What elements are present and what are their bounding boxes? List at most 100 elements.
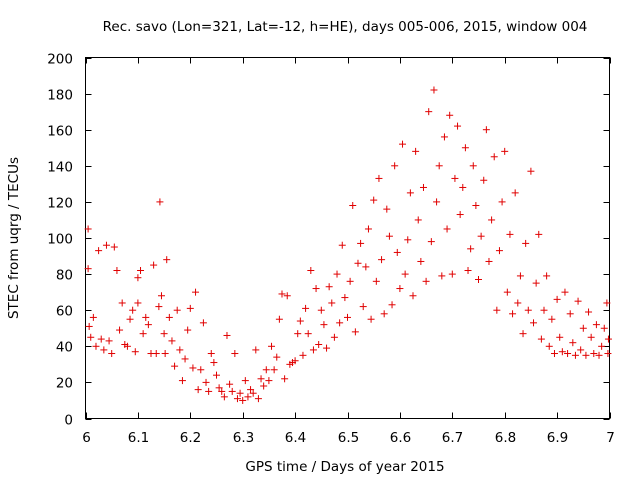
data-point [370, 196, 378, 204]
data-point [475, 276, 482, 284]
data-point [307, 266, 315, 274]
data-point [126, 315, 134, 323]
data-point [530, 319, 538, 327]
data-point [425, 108, 433, 116]
plot-frame [85, 57, 610, 419]
data-point [309, 346, 317, 354]
data-point [535, 230, 543, 238]
data-point [294, 330, 302, 338]
data-point [372, 277, 380, 285]
data-point [537, 335, 545, 343]
data-point [273, 353, 281, 361]
data-point [317, 306, 325, 314]
data-point [95, 247, 103, 255]
data-point [459, 183, 467, 191]
data-point [409, 292, 417, 300]
data-point [156, 198, 164, 206]
data-point [357, 239, 365, 247]
chart-title: Rec. savo (Lon=321, Lat=-12, h=HE), days… [103, 19, 588, 35]
data-point [399, 140, 407, 148]
data-point [244, 393, 252, 401]
data-point [516, 272, 524, 280]
data-point [152, 350, 160, 358]
data-point [283, 292, 291, 300]
data-point [184, 326, 192, 334]
data-point [226, 380, 234, 388]
data-point [265, 377, 273, 385]
data-point [176, 346, 184, 354]
data-point [571, 351, 579, 359]
data-point [495, 247, 503, 255]
data-point [302, 304, 310, 312]
y-tick-label: 100 [47, 232, 73, 248]
data-point [401, 270, 409, 278]
data-point [134, 299, 142, 307]
data-point [364, 225, 372, 233]
data-point [393, 248, 401, 256]
data-point [161, 350, 169, 358]
data-point [341, 294, 349, 302]
data-point [532, 279, 540, 287]
data-point [131, 348, 139, 356]
data-point [456, 211, 464, 219]
data-point [501, 147, 509, 155]
x-tick-label: 6.5 [338, 430, 359, 446]
data-point [268, 342, 276, 350]
data-point [359, 303, 367, 311]
data-point [388, 301, 396, 309]
data-point [171, 362, 179, 370]
data-point [97, 335, 105, 343]
data-point [587, 333, 595, 341]
data-point [375, 174, 383, 182]
data-point [385, 232, 393, 240]
x-tick-label: 6 [82, 430, 91, 446]
data-point [338, 241, 346, 249]
data-point [134, 274, 142, 282]
y-tick-label: 40 [56, 340, 73, 356]
data-point [87, 333, 95, 341]
data-point [231, 350, 239, 358]
data-point [262, 366, 270, 374]
data-point [163, 256, 171, 264]
data-point [396, 285, 404, 293]
data-point [181, 355, 189, 363]
data-point [577, 346, 585, 354]
x-tick-label: 6.8 [495, 430, 516, 446]
data-point [435, 162, 443, 170]
data-point [540, 306, 548, 314]
data-point [165, 313, 173, 321]
data-point [522, 239, 530, 247]
data-point [564, 350, 572, 358]
y-tick-label: 120 [47, 196, 73, 212]
data-point [157, 292, 165, 300]
data-point [430, 86, 438, 94]
data-point [344, 313, 351, 321]
data-point [346, 277, 354, 285]
data-point [566, 310, 574, 318]
data-point [354, 259, 362, 267]
data-point [467, 245, 475, 253]
data-point [236, 389, 244, 397]
data-point [545, 342, 553, 350]
data-point [199, 319, 207, 327]
data-point [312, 285, 320, 293]
data-point [257, 375, 265, 383]
data-point [404, 236, 412, 244]
data-point [558, 348, 566, 356]
data-point [569, 339, 577, 347]
data-points [84, 86, 612, 404]
data-point [333, 270, 341, 278]
data-point [472, 202, 480, 210]
data-point [548, 315, 556, 323]
data-point [543, 272, 551, 280]
data-point [464, 266, 472, 274]
x-tick-label: 6.4 [285, 430, 306, 446]
y-tick-label: 80 [56, 268, 73, 284]
data-point [328, 299, 336, 307]
data-point [378, 256, 386, 264]
data-point [210, 359, 218, 367]
data-point [438, 272, 446, 280]
data-point [427, 238, 435, 246]
data-point [105, 337, 113, 345]
data-point [92, 342, 100, 350]
